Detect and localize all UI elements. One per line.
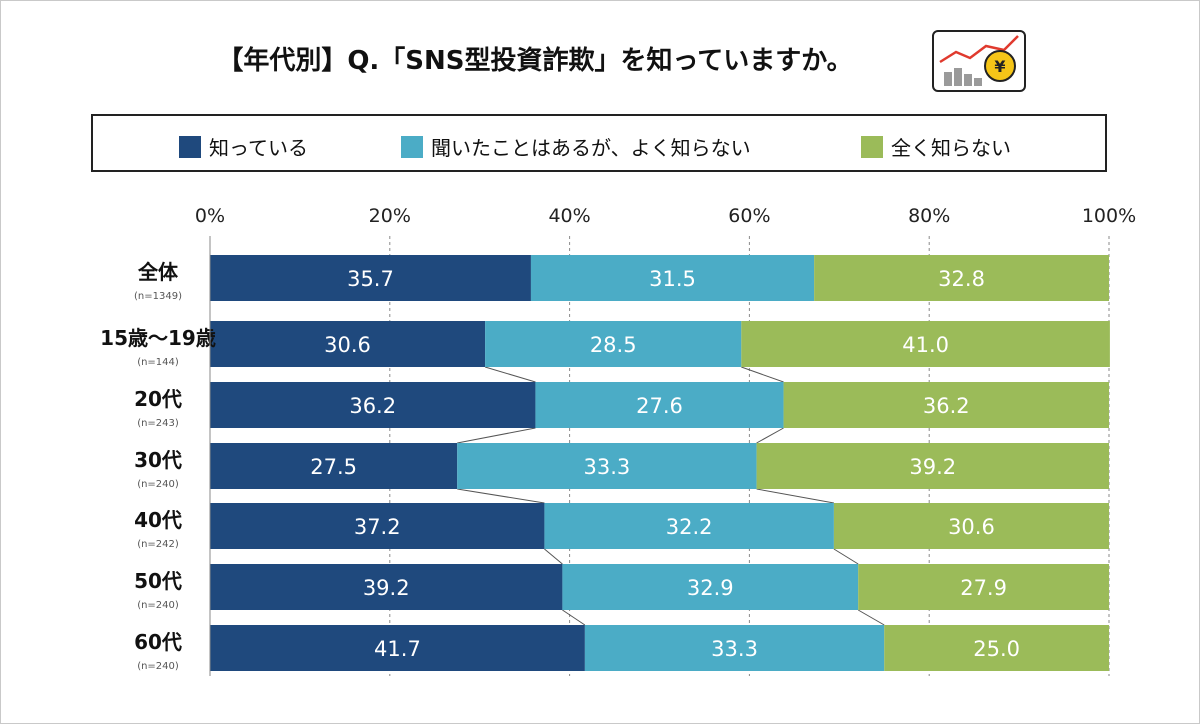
x-tick-label: 100% [1082,205,1136,227]
category-label: 60代 [134,630,182,654]
data-label: 36.2 [349,394,396,418]
data-label: 30.6 [324,333,371,357]
legend-swatch-known [179,135,201,158]
bar-segment [562,564,859,610]
data-label: 33.3 [711,637,758,661]
bar-segment [210,382,536,428]
bar-segment [741,321,1110,367]
data-label: 36.2 [923,394,970,418]
data-label: 37.2 [354,515,401,539]
legend-swatch-unknown [861,135,883,158]
bar-segment [457,443,757,489]
legend-item-unknown: 全く知らない [861,132,1011,161]
x-tick-label: 60% [728,205,770,227]
category-label: 40代 [134,508,182,532]
data-label: 33.3 [584,455,631,479]
x-tick-label: 80% [908,205,950,227]
legend-label-known: 知っている [209,136,308,160]
data-label: 41.0 [902,333,949,357]
data-label: 27.6 [636,394,683,418]
category-note: (n=240) [137,479,179,490]
connector-line [756,427,784,444]
bar-segment [210,321,486,367]
data-label: 32.9 [687,576,734,600]
data-label: 25.0 [973,637,1020,661]
legend-item-known: 知っている [179,132,308,161]
data-label: 30.6 [948,515,995,539]
connector-line [833,548,859,565]
legend-item-heard: 聞いたことはあるが、よく知らない [401,132,751,161]
category-label: 30代 [134,448,182,472]
data-label: 28.5 [590,333,637,357]
bar-segment [210,625,585,671]
category-label: 全体 [137,260,179,284]
data-label: 32.8 [938,267,985,291]
bar-segment [210,503,545,549]
data-label: 39.2 [363,576,410,600]
connector-line [741,366,784,383]
data-label: 41.7 [374,637,421,661]
category-note: (n=243) [137,418,179,429]
bar-segment [210,443,458,489]
data-label: 35.7 [347,267,394,291]
bar-segment [210,255,531,301]
category-note: (n=1349) [134,291,182,302]
svg-text:¥: ¥ [994,57,1005,76]
connector-line [544,548,563,565]
legend-label-heard: 聞いたことはあるが、よく知らない [431,136,751,160]
bar-segment [833,503,1109,549]
x-tick-label: 40% [548,205,590,227]
data-label: 32.2 [666,515,713,539]
x-tick-label: 20% [369,205,411,227]
bar-segment [210,564,563,610]
connector-line [457,427,536,444]
category-label: 50代 [134,569,182,593]
connector-line [484,366,536,383]
bar-segment [544,503,834,549]
legend-label-unknown: 全く知らない [891,136,1011,160]
chart-title: 【年代別】Q.「SNS型投資詐欺」を知っていますか。 [217,46,853,76]
connector-line [857,609,885,626]
data-label: 39.2 [909,455,956,479]
bar-segment [884,625,1109,671]
data-label: 31.5 [649,267,696,291]
bar-segment [584,625,885,671]
data-label: 27.9 [960,576,1007,600]
bar-segment [858,564,1109,610]
connector-line [756,488,834,504]
category-note: (n=240) [137,600,179,611]
category-note: (n=240) [137,661,179,672]
bar-segment [814,255,1109,301]
category-note: (n=144) [137,357,179,368]
x-tick-label: 0% [195,205,225,227]
connector-line [457,488,545,504]
yen-chart-logo-icon: ¥ [932,30,1026,92]
category-note: (n=242) [137,539,179,550]
connector-line [562,609,586,626]
data-label: 27.5 [310,455,357,479]
category-label: 15歳〜19歳 [100,326,216,350]
bar-segment [535,382,784,428]
bar-segment [530,255,815,301]
category-label: 20代 [134,387,182,411]
legend-swatch-heard [401,135,423,158]
bar-segment [756,443,1109,489]
bar-segment [783,382,1109,428]
legend: 知っている 聞いたことはあるが、よく知らない 全く知らない [91,114,1107,172]
bar-segment [485,321,742,367]
